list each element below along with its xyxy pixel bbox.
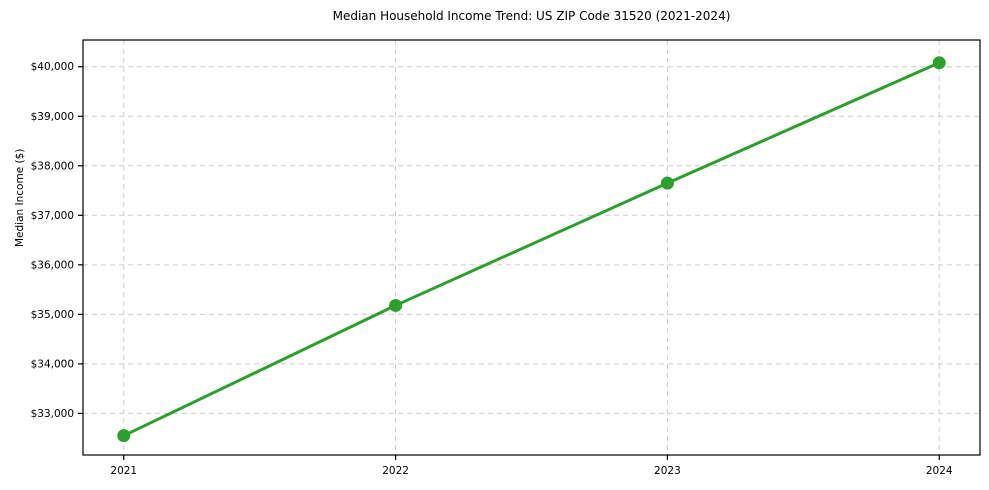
y-tick-label: $40,000 bbox=[31, 61, 74, 73]
data-point-marker bbox=[117, 429, 131, 443]
y-tick-label: $39,000 bbox=[31, 111, 74, 123]
y-tick-label: $33,000 bbox=[31, 408, 74, 420]
trend-line bbox=[122, 61, 941, 438]
y-tick-label: $35,000 bbox=[31, 309, 74, 321]
x-tick-label: 2023 bbox=[654, 465, 681, 477]
axis-ticks bbox=[78, 66, 940, 460]
y-tick-label: $36,000 bbox=[31, 259, 74, 271]
x-tick-label: 2022 bbox=[382, 465, 409, 477]
axis-tick-labels: $33,000 $34,000 $35,000 $36,000 $37,000 $38,0… bbox=[31, 61, 953, 477]
data-point-marker bbox=[660, 176, 674, 190]
x-tick-label: 2021 bbox=[110, 465, 137, 477]
y-tick-label: $38,000 bbox=[31, 160, 74, 172]
y-tick-label: $34,000 bbox=[31, 358, 74, 370]
chart-title: Median Household Income Trend: US ZIP Co… bbox=[332, 9, 731, 23]
data-point-marker bbox=[389, 298, 403, 312]
data-point-marker bbox=[932, 56, 946, 70]
data-series bbox=[117, 56, 946, 443]
plot-border bbox=[82, 39, 981, 456]
y-tick-label: $37,000 bbox=[31, 210, 74, 222]
gridlines bbox=[83, 40, 980, 455]
x-tick-label: 2024 bbox=[926, 465, 953, 477]
